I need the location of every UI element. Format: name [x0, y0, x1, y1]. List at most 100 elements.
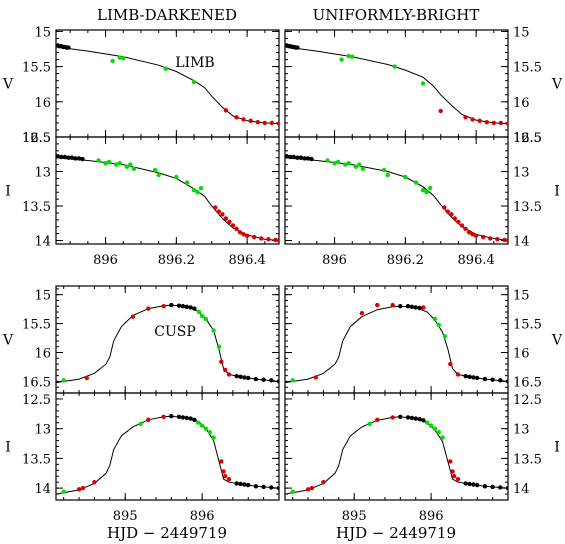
data-point-green: [442, 334, 448, 339]
y-tick-label: 12.5: [22, 131, 51, 146]
band-label: V: [2, 333, 14, 349]
data-point-red: [221, 469, 226, 474]
data-point-black: [421, 418, 426, 423]
data-point-green: [440, 435, 445, 440]
data-point-red: [226, 477, 232, 482]
data-point-red: [445, 209, 450, 214]
data-point-black: [475, 482, 480, 488]
panel-bottom-left-i: 12.5 13 13.5 14 895 896 I: [5, 392, 280, 524]
data-point-black: [238, 374, 243, 379]
data-point-green: [121, 56, 126, 61]
y-tick-label: 16.5: [22, 131, 51, 146]
data-point-green: [385, 172, 390, 178]
data-point-black: [56, 154, 60, 159]
data-point-green: [131, 166, 137, 171]
data-point-green: [346, 161, 351, 166]
panel-bottom-left-v: 15 15.5 16 16.5 V CUSP: [2, 285, 280, 394]
data-point-green: [128, 162, 133, 167]
band-label: I: [554, 440, 560, 456]
x-tick-label: 896: [322, 253, 347, 268]
data-point-black: [302, 156, 307, 161]
x-tick-label: 896: [190, 509, 215, 524]
data-point-green: [163, 66, 168, 71]
data-point-green: [196, 420, 201, 425]
y-tick-label: 13: [34, 423, 51, 438]
y-tick-label: 12.5: [513, 131, 542, 146]
data-point-red: [230, 223, 236, 228]
data-point-red: [262, 120, 267, 126]
data-point-black: [482, 376, 488, 382]
data-point-green: [360, 166, 366, 171]
data-point-red: [273, 237, 278, 243]
data-point-green: [103, 161, 108, 166]
panel-frame: [55, 136, 280, 245]
data-point-black: [192, 417, 197, 422]
data-point-black: [176, 414, 182, 419]
data-point-black: [482, 484, 488, 489]
data-point-black: [409, 304, 415, 309]
data-point-red: [470, 232, 475, 237]
panel-frame: [55, 29, 280, 138]
data-point-green: [350, 54, 355, 59]
data-point-black: [413, 305, 418, 310]
data-point-red: [241, 232, 246, 237]
data-point-red: [470, 117, 475, 122]
data-point-black: [295, 45, 300, 50]
data-point-red: [466, 230, 472, 235]
data-point-green: [427, 185, 433, 191]
panel-top-right-i: 12.5 13 13.5 14 896 896.2 896.4 I: [284, 131, 560, 268]
data-point-green: [432, 426, 438, 431]
data-point-black: [475, 375, 480, 381]
data-point-red: [213, 205, 218, 210]
data-point-black: [192, 306, 197, 311]
y-tick-label: 13: [513, 423, 530, 438]
plot-area: [56, 302, 279, 384]
data-point-green: [191, 188, 197, 193]
y-tick-label: 14: [513, 482, 530, 497]
data-point-black: [471, 482, 476, 487]
panel-top-left-i: 12.5 13 13.5 14 896 896.2 896.4 I: [5, 131, 280, 268]
data-point-black: [253, 484, 259, 489]
data-point-black: [405, 304, 411, 309]
data-point-red: [248, 118, 253, 124]
data-point-green: [339, 57, 344, 62]
data-point-green: [290, 489, 295, 494]
data-point-black: [242, 482, 247, 487]
x-tick-label: 896.4: [229, 253, 266, 268]
band-label: I: [5, 440, 11, 456]
data-point-green: [110, 58, 115, 64]
data-point-black: [234, 481, 239, 486]
panel-frame: [284, 29, 509, 138]
y-tick-label: 16.5: [513, 375, 542, 390]
data-point-red: [313, 375, 318, 380]
data-point-red: [463, 226, 468, 231]
data-point-green: [152, 167, 158, 173]
y-tick-label: 16: [34, 96, 51, 111]
data-point-black: [305, 156, 311, 161]
y-tick-label: 15: [513, 289, 530, 304]
data-point-green: [199, 423, 205, 428]
data-point-red: [252, 234, 257, 240]
data-point-green: [106, 159, 112, 165]
x-axis-label-left: HJD − 2449719: [107, 524, 227, 542]
y-tick-label: 15: [34, 289, 51, 304]
data-point-red: [421, 305, 426, 310]
data-point-black: [309, 156, 314, 162]
data-point-green: [124, 164, 129, 169]
data-point-green: [425, 420, 430, 425]
data-point-red: [502, 237, 507, 243]
data-point-black: [490, 377, 495, 382]
band-label: V: [2, 77, 14, 93]
data-point-black: [169, 302, 174, 308]
data-point-red: [495, 237, 500, 242]
data-point-red: [309, 485, 315, 491]
data-point-red: [450, 469, 455, 474]
data-point-black: [291, 154, 296, 160]
data-point-black: [269, 485, 274, 490]
data-point-red: [161, 414, 166, 419]
y-tick-label: 12.5: [22, 393, 51, 408]
data-point-red: [473, 233, 479, 238]
data-point-black: [405, 415, 411, 420]
data-point-green: [432, 316, 438, 322]
